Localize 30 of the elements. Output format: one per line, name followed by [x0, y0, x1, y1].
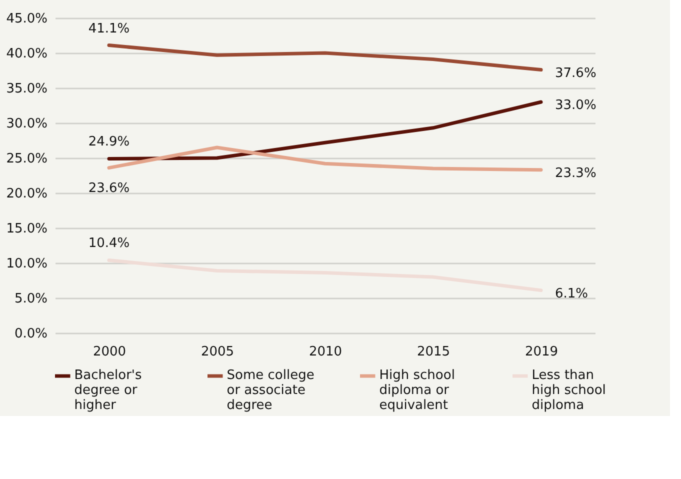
line-series	[107, 146, 543, 172]
y-tick-label: 25.0%	[6, 152, 48, 166]
legend-label: Less than high school diploma	[532, 368, 606, 413]
data-label: 41.1%	[88, 21, 130, 36]
data-label: 6.1%	[555, 286, 588, 302]
data-label: 10.4%	[88, 236, 130, 252]
line-series	[107, 258, 543, 292]
data-label: 23.6%	[88, 180, 130, 196]
legend-label: Some college or associate degree	[226, 368, 314, 413]
line-series	[107, 44, 543, 72]
y-tick-label: 40.0%	[6, 46, 48, 62]
x-tick-label: 2019	[524, 344, 558, 360]
y-tick-label: 35.0%	[6, 82, 48, 96]
y-tick-label: 15.0%	[6, 222, 48, 236]
data-label: 33.0%	[555, 98, 596, 113]
data-label: 23.3%	[555, 166, 596, 181]
y-tick-label: 30.0%	[6, 116, 48, 132]
y-tick-label: 5.0%	[14, 292, 48, 306]
y-tick-label: 10.0%	[6, 256, 48, 272]
y-tick-label: 0.0%	[14, 326, 48, 342]
x-tick-label: 2000	[92, 344, 126, 360]
legend-label: Bachelor's degree or higher	[74, 368, 142, 413]
legend-label: High school diploma or equivalent	[379, 368, 455, 413]
x-tick-label: 2010	[308, 344, 342, 360]
x-tick-label: 2005	[200, 344, 234, 360]
y-tick-label: 45.0%	[6, 12, 48, 26]
data-label: 24.9%	[88, 134, 130, 150]
x-tick-label: 2015	[416, 344, 450, 360]
y-tick-label: 20.0%	[6, 186, 48, 202]
data-label: 37.6%	[555, 66, 596, 81]
